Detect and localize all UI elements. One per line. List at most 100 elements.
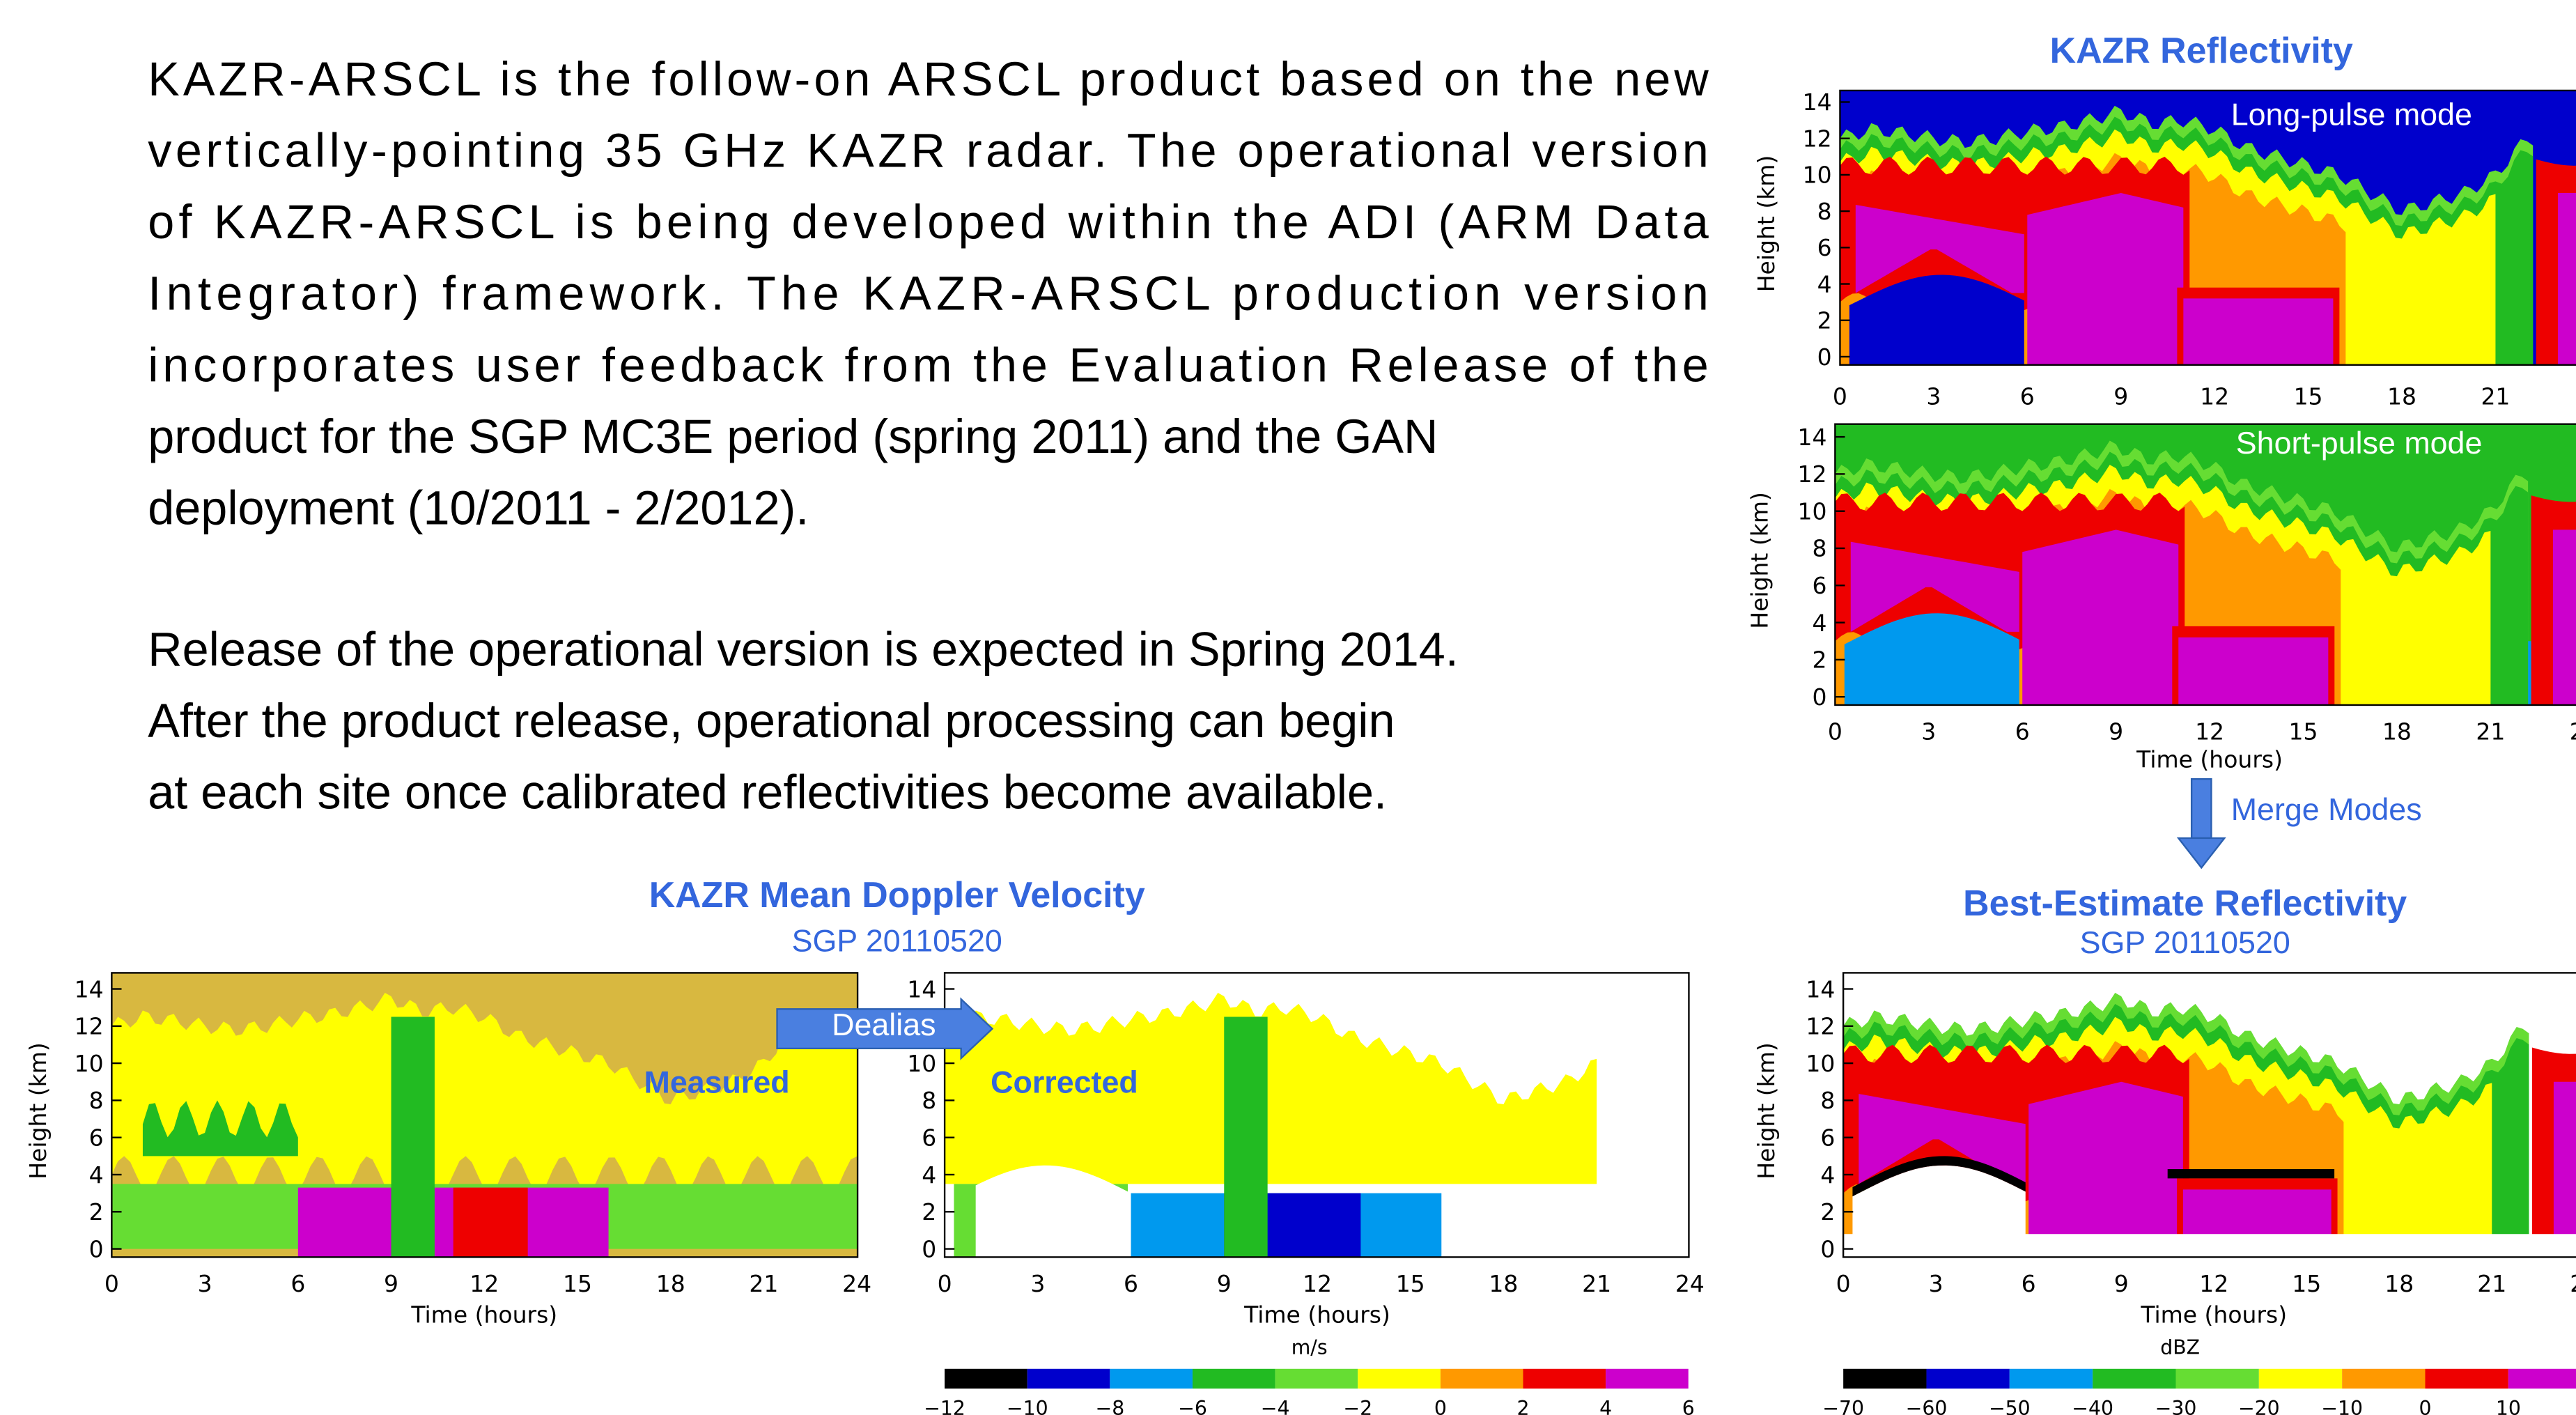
y-tick-label: 12 [1803,125,1832,152]
echo-region [2553,529,2576,706]
colorbar-segment [1441,1369,1523,1389]
y-tick-label: 0 [1820,1235,1835,1262]
x-tick-label: 15 [1396,1270,1425,1297]
x-tick-label: 0 [938,1270,952,1297]
panel-label: Corrected [991,1065,1138,1100]
colorbar-segment [1193,1369,1275,1389]
x-axis-label: Time (hours) [2140,1301,2287,1329]
x-tick-label: 15 [2294,382,2323,410]
x-tick-label: 24 [1675,1270,1705,1297]
x-tick-label: 24 [2570,718,2576,745]
paragraph-line: incorporates user feedback from the Eval… [148,339,1708,392]
y-tick-label: 2 [1817,307,1832,334]
colorbar-label: m/s [1291,1336,1328,1359]
colorbar-segment [2425,1369,2508,1389]
x-tick-label: 18 [2387,382,2416,410]
echo-region [2027,193,2183,366]
poster: KAZR Reflectivity Best-Estimate Reflecti… [0,0,2576,1415]
x-tick-label: 9 [384,1270,398,1297]
colorbar-segment [945,1369,1027,1389]
x-tick-label: 12 [2199,1270,2228,1297]
echo-region [2028,1082,2183,1258]
colorbar-tick-label: 0 [1434,1397,1447,1415]
x-tick-label: 0 [1828,718,1842,745]
radar-image [945,973,1689,1258]
y-tick-label: 4 [1817,270,1832,297]
colorbar-segment [1275,1369,1358,1389]
colorbar-segment [1843,1369,1926,1389]
y-axis-label: Height (km) [1746,492,1774,629]
y-tick-label: 0 [89,1235,104,1262]
x-tick-label: 6 [2020,382,2035,410]
x-axis-label: Time (hours) [2136,746,2283,773]
x-tick-label: 15 [2292,1270,2321,1297]
colorbar-tick-label: −8 [1095,1397,1124,1415]
x-tick-label: 6 [290,1270,305,1297]
echo-region [2022,529,2178,706]
paragraph-line: Release of the operational version is ex… [148,623,1459,676]
radar-image [111,973,858,1258]
paragraph-line: After the product release, operational p… [148,695,1395,748]
y-tick-label: 10 [1798,497,1827,525]
colorbar-tick-label: 4 [1599,1397,1612,1415]
merge-label: Merge Modes [2231,792,2422,827]
x-tick-label: 6 [2022,1270,2036,1297]
x-tick-label: 21 [2476,718,2505,745]
colorbar-tick-label: 2 [1516,1397,1529,1415]
x-tick-label: 21 [749,1270,778,1297]
x-tick-label: 9 [2109,718,2123,745]
y-tick-label: 12 [75,1013,104,1040]
x-tick-label: 9 [2113,382,2128,410]
x-tick-label: 9 [1217,1270,1232,1297]
colorbar-tick-label: −10 [2321,1397,2363,1415]
x-axis-label: Time (hours) [1243,1301,1390,1329]
colorbar-tick-label: −2 [1343,1397,1372,1415]
x-tick-label: 15 [2289,718,2318,745]
x-tick-label: 3 [1929,1270,1943,1297]
x-tick-label: 0 [104,1270,119,1297]
y-axis-label: Height (km) [1753,155,1780,293]
colorbar-segment [1606,1369,1689,1389]
colorbar-segment [2342,1369,2425,1389]
echo-region [2183,298,2333,366]
y-tick-label: 4 [1813,609,1827,636]
colorbar-segment [1358,1369,1441,1389]
y-axis-label: Height (km) [1753,1042,1780,1180]
radar-image [1843,973,2576,1258]
y-tick-label: 12 [1806,1013,1835,1040]
echo-region [2554,1082,2576,1258]
y-tick-label: 8 [1817,198,1832,225]
x-tick-label: 18 [2382,718,2412,745]
y-tick-label: 14 [907,975,936,1003]
echo-region [2168,1169,2334,1178]
y-tick-label: 0 [922,1235,936,1262]
colorbar-tick-label: −60 [1906,1397,1948,1415]
x-tick-label: 24 [842,1270,871,1297]
colorbar-segment [2508,1369,2576,1389]
y-tick-label: 0 [1817,343,1832,371]
colorbar-tick-label: −50 [1989,1397,2031,1415]
paragraph-line: at each site once calibrated reflectivit… [148,766,1387,819]
doppler-title: KAZR Mean Doppler Velocity [649,874,1145,915]
y-tick-label: 8 [1813,535,1827,562]
y-tick-label: 14 [1806,975,1835,1003]
x-tick-label: 21 [1582,1270,1611,1297]
y-tick-label: 2 [89,1198,104,1225]
echo-region [2178,637,2328,706]
colorbar-segment [2093,1369,2175,1389]
colorbar-tick-label: −30 [2155,1397,2197,1415]
x-tick-label: 21 [2481,382,2510,410]
colorbar-segment [1926,1369,2009,1389]
y-tick-label: 8 [922,1087,936,1114]
y-tick-label: 6 [1820,1124,1835,1151]
colorbar-tick-label: 0 [2419,1397,2431,1415]
x-tick-label: 12 [2200,382,2229,410]
echo-region [1843,1234,2576,1258]
echo-region [391,1016,435,1258]
x-tick-label: 6 [2015,718,2030,745]
y-tick-label: 14 [1798,424,1827,451]
x-tick-label: 3 [1921,718,1936,745]
y-tick-label: 4 [89,1161,104,1189]
panel-label: Measured [644,1065,790,1100]
x-tick-label: 12 [1303,1270,1332,1297]
